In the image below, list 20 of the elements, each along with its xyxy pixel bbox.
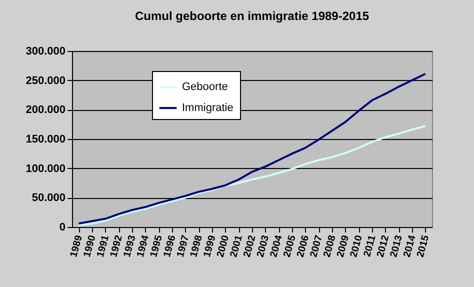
y-tick-label: 50.000 xyxy=(32,192,66,204)
y-tick-label: 200.000 xyxy=(26,104,66,116)
line-series xyxy=(78,125,426,226)
x-tick-label: 1999 xyxy=(202,234,218,259)
legend-label: Geboorte xyxy=(182,81,228,93)
x-tick-label: 2002 xyxy=(242,234,258,259)
y-tick-label: 0 xyxy=(59,222,66,234)
y-tick-label: 250.000 xyxy=(26,74,66,87)
line-series xyxy=(78,72,426,224)
x-tick-label: 2011 xyxy=(362,234,378,258)
y-tick-label: 300.000 xyxy=(26,46,66,58)
x-tick-label: 1996 xyxy=(162,234,178,259)
y-tick-label: 150.000 xyxy=(26,134,66,146)
x-tick-label: 1993 xyxy=(122,234,138,259)
legend-label: Immigratie xyxy=(182,102,234,114)
y-tick-label: 100.000 xyxy=(26,162,66,175)
x-tick-label: 2008 xyxy=(322,234,338,259)
chart-title: Cumul geboorte en immigratie 1989-2015 xyxy=(134,9,370,23)
x-tick-label: 1990 xyxy=(82,234,98,259)
x-tick-label: 2005 xyxy=(282,234,298,259)
